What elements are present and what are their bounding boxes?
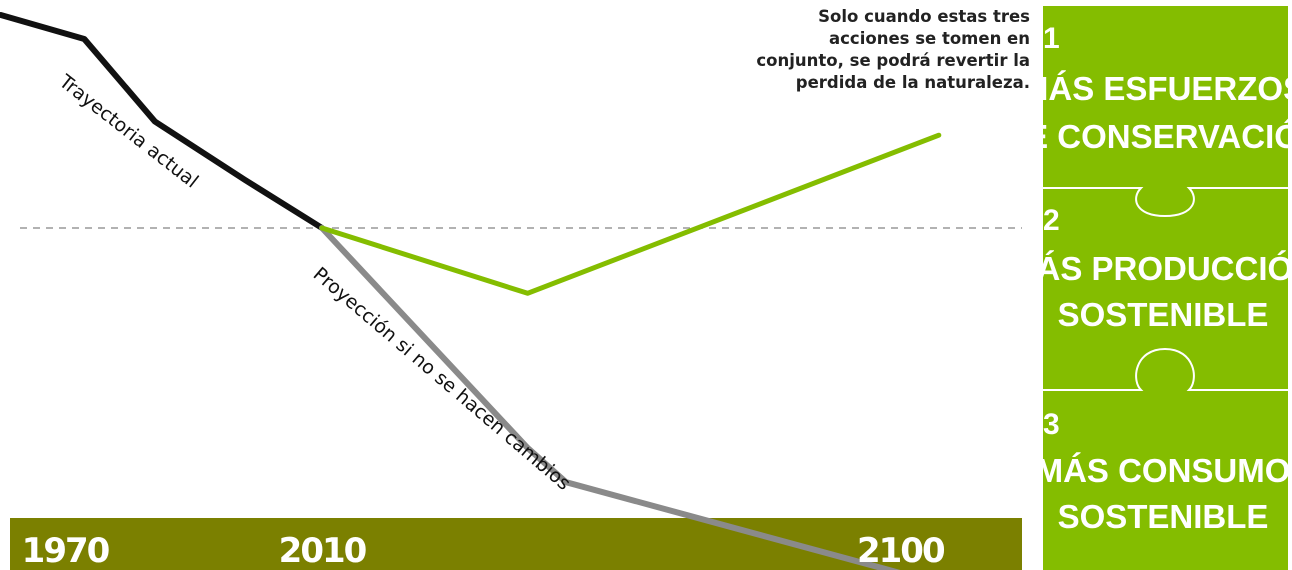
series-line-1 bbox=[0, 12, 325, 231]
panel-background bbox=[1043, 6, 1288, 570]
x-tick-label: 1970 bbox=[22, 531, 110, 570]
note-line: Solo cuando estas tres bbox=[818, 7, 1030, 26]
note-line: perdida de la naturaleza. bbox=[795, 73, 1030, 92]
series-label: Proyección si no se hacen cambios bbox=[309, 263, 575, 495]
step-label-line: SOSTENIBLE bbox=[1058, 296, 1269, 333]
note-line: acciones se tomen en bbox=[829, 29, 1030, 48]
x-tick-label: 2010 bbox=[279, 531, 367, 570]
note-line: conjunto, se podrá revertir la bbox=[756, 51, 1030, 70]
puzzle-divider-2 bbox=[1043, 347, 1288, 391]
puzzle-divider-1 bbox=[1043, 187, 1288, 218]
series-line-3 bbox=[319, 132, 942, 296]
step-number: 1 bbox=[1043, 22, 1060, 55]
step-label-line: MÁS CONSUMO bbox=[1043, 452, 1288, 489]
step-number: 3 bbox=[1043, 408, 1060, 441]
step-label-line: SOSTENIBLE bbox=[1058, 498, 1269, 535]
chart: 1970 2010 2100 Trayectoria actualProyecció… bbox=[0, 12, 1022, 570]
step-label-line: DE CONSERVACIÓN bbox=[1043, 118, 1288, 155]
step-label-line: MÁS ESFUERZOS bbox=[1043, 70, 1288, 107]
chart-note: Solo cuando estas tres acciones se tomen… bbox=[690, 6, 1030, 94]
step-label-line: MÁS PRODUCCIÓN bbox=[1043, 250, 1288, 287]
series-line-2 bbox=[319, 225, 901, 570]
actions-panel: 1 MÁS ESFUERZOS DE CONSERVACIÓN 2 MÁS PR… bbox=[1043, 6, 1288, 570]
step-number: 2 bbox=[1043, 204, 1060, 237]
x-tick-label: 2100 bbox=[857, 531, 945, 570]
